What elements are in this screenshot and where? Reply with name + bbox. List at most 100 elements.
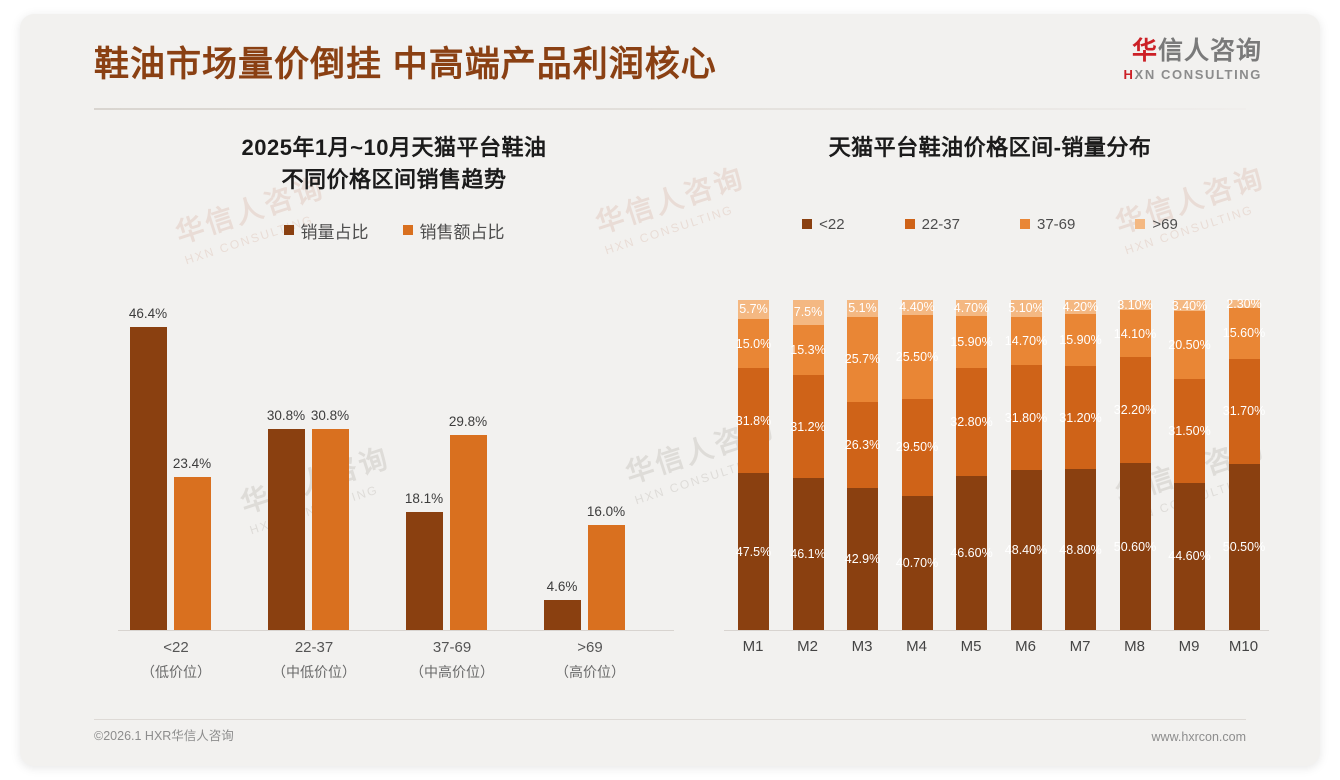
legend-item-under-22[interactable]: <22 bbox=[802, 216, 845, 233]
stacked-bar[interactable]: 47.5% 31.8% 15.0% 5.7% bbox=[735, 300, 772, 630]
legend-item-over-69[interactable]: >69 bbox=[1135, 215, 1178, 233]
bar-group: 18.1% 29.8% bbox=[398, 300, 506, 630]
stacked-bar-group: 42.9% 26.3% 25.7% 5.1% bbox=[835, 300, 889, 630]
legend-item-22-37[interactable]: 22-37 bbox=[904, 216, 960, 233]
stack-segment-0[interactable]: 48.40% bbox=[1005, 470, 1047, 630]
stack-segment-2[interactable]: 20.50% bbox=[1168, 311, 1211, 379]
stack-segment-3[interactable]: 3.40% bbox=[1172, 299, 1207, 313]
stacked-bar[interactable]: 46.1% 31.2% 15.3% 7.5% bbox=[790, 300, 826, 630]
stack-segment-3[interactable]: 2.30% bbox=[1226, 296, 1262, 311]
stack-segment-2[interactable]: 15.90% bbox=[950, 315, 993, 368]
bar-volume[interactable] bbox=[406, 512, 443, 630]
right-chart-title-line1: 天猫平台鞋油价格区间-销量分布 bbox=[828, 135, 1152, 160]
stack-segment-0[interactable]: 47.5% bbox=[736, 473, 771, 630]
legend-label: 销售额占比 bbox=[419, 222, 505, 242]
bar-value-label: 4.6% bbox=[546, 579, 578, 594]
x-axis-category-desc: （低价位） bbox=[141, 663, 211, 680]
stack-segment-1[interactable]: 31.80% bbox=[1005, 365, 1047, 471]
legend-item-37-69[interactable]: 37-69 bbox=[1020, 216, 1075, 233]
x-axis-month-label: M10 bbox=[1228, 638, 1259, 655]
bar-amount[interactable] bbox=[588, 525, 625, 630]
stack-segment-3[interactable]: 3.10% bbox=[1117, 298, 1153, 313]
stack-segment-1[interactable]: 32.80% bbox=[950, 368, 993, 477]
stack-segment-3[interactable]: 4.40% bbox=[899, 300, 935, 315]
x-axis-category-desc: （中高价位） bbox=[410, 663, 494, 680]
right-chart-title: 天猫平台鞋油价格区间-销量分布 bbox=[710, 132, 1270, 164]
stack-segment-2[interactable]: 25.7% bbox=[844, 316, 881, 402]
bar-amount[interactable] bbox=[450, 435, 487, 630]
stacked-bar-group: 46.60% 32.80% 15.90% 4.70% bbox=[944, 300, 998, 630]
segment-value-label: 31.70% bbox=[1222, 404, 1266, 419]
stacked-bar[interactable]: 44.60% 31.50% 20.50% 3.40% bbox=[1168, 299, 1211, 630]
stacked-bar[interactable]: 50.60% 32.20% 14.10% 3.10% bbox=[1114, 298, 1156, 630]
stack-segment-1[interactable]: 31.50% bbox=[1168, 378, 1211, 483]
stack-segment-2[interactable]: 25.50% bbox=[896, 314, 938, 399]
bar-value-label: 30.8% bbox=[310, 408, 350, 423]
stack-segment-1[interactable]: 31.2% bbox=[790, 375, 826, 479]
stack-segment-3[interactable]: 5.10% bbox=[1008, 300, 1044, 317]
segment-value-label: 3.10% bbox=[1117, 298, 1153, 313]
stacked-bar-group: 50.50% 31.70% 15.60% 2.30% bbox=[1217, 296, 1271, 630]
x-axis-category: 22-37 （中低价位） bbox=[249, 636, 379, 684]
stack-segment-3[interactable]: 4.70% bbox=[954, 300, 989, 316]
stack-segment-0[interactable]: 42.9% bbox=[845, 488, 880, 630]
segment-value-label: 4.40% bbox=[899, 300, 935, 315]
stack-segment-3[interactable]: 5.1% bbox=[847, 300, 878, 317]
bar-amount[interactable] bbox=[174, 477, 211, 630]
stack-segment-3[interactable]: 4.20% bbox=[1063, 300, 1098, 314]
bar-volume[interactable] bbox=[130, 327, 167, 630]
slide-canvas: 鞋油市场量价倒挂 中高端产品利润核心 华信人咨询 HXN CONSULTING … bbox=[20, 14, 1320, 766]
stack-segment-0[interactable]: 46.1% bbox=[790, 478, 826, 630]
stack-segment-1[interactable]: 31.20% bbox=[1059, 366, 1102, 470]
segment-value-label: 5.10% bbox=[1008, 301, 1044, 316]
segment-value-label: 2.30% bbox=[1226, 296, 1262, 311]
stacked-bar[interactable]: 50.50% 31.70% 15.60% 2.30% bbox=[1223, 296, 1265, 630]
stack-segment-1[interactable]: 26.3% bbox=[845, 401, 880, 489]
x-axis-category-desc: （中低价位） bbox=[272, 663, 356, 680]
stack-segment-3[interactable]: 5.7% bbox=[738, 300, 769, 319]
bar-amount[interactable] bbox=[312, 429, 349, 630]
stacked-bar[interactable]: 48.40% 31.80% 14.70% 5.10% bbox=[1005, 300, 1047, 630]
logo-char-hua: 华 bbox=[1131, 37, 1158, 65]
legend-label: >69 bbox=[1152, 215, 1178, 233]
stacked-bar[interactable]: 42.9% 26.3% 25.7% 5.1% bbox=[844, 300, 881, 630]
x-axis-month-label: M2 bbox=[797, 638, 818, 655]
x-axis-category-range: 37-69 bbox=[432, 639, 472, 656]
x-axis-category-desc: （高价位） bbox=[555, 663, 625, 680]
stacked-bar[interactable]: 48.80% 31.20% 15.90% 4.20% bbox=[1059, 300, 1102, 630]
stack-segment-2[interactable]: 15.3% bbox=[790, 324, 826, 376]
segment-value-label: 31.8% bbox=[735, 413, 772, 428]
stack-segment-1[interactable]: 32.20% bbox=[1114, 356, 1156, 464]
stack-segment-1[interactable]: 31.8% bbox=[735, 368, 772, 474]
stack-segment-2[interactable]: 15.0% bbox=[736, 318, 771, 369]
bar-volume[interactable] bbox=[544, 600, 581, 630]
stack-segment-0[interactable]: 48.80% bbox=[1059, 469, 1102, 630]
bar-value-label: 29.8% bbox=[448, 414, 488, 429]
right-chart-axis-line bbox=[724, 630, 1269, 631]
stacked-bar[interactable]: 40.70% 29.50% 25.50% 4.40% bbox=[896, 300, 938, 630]
stack-segment-2[interactable]: 15.90% bbox=[1059, 313, 1102, 367]
stacked-bar[interactable]: 46.60% 32.80% 15.90% 4.70% bbox=[950, 300, 993, 630]
left-chart-panel: 2025年1月~10月天猫平台鞋油 不同价格区间销售趋势 销量占比 销售额占比 … bbox=[94, 132, 694, 702]
footer-website[interactable]: www.hxrcon.com bbox=[1151, 730, 1246, 744]
stack-segment-2[interactable]: 14.70% bbox=[1005, 316, 1047, 366]
segment-value-label: 32.80% bbox=[950, 415, 993, 430]
legend-item-sales-amount[interactable]: 销售额占比 bbox=[402, 218, 505, 243]
segment-value-label: 25.7% bbox=[844, 352, 881, 367]
stack-segment-1[interactable]: 29.50% bbox=[896, 398, 938, 496]
stack-segment-3[interactable]: 7.5% bbox=[792, 300, 824, 325]
stack-segment-0[interactable]: 40.70% bbox=[896, 495, 938, 630]
logo-english: HXN CONSULTING bbox=[1124, 67, 1262, 82]
legend-item-sales-volume[interactable]: 销量占比 bbox=[283, 218, 369, 243]
stack-segment-1[interactable]: 31.70% bbox=[1223, 359, 1265, 464]
segment-value-label: 15.90% bbox=[950, 334, 993, 349]
stack-segment-2[interactable]: 15.60% bbox=[1223, 307, 1265, 360]
bar-volume[interactable] bbox=[268, 429, 305, 630]
footer-copyright: ©2026.1 HXR华信人咨询 bbox=[94, 729, 234, 743]
stack-segment-0[interactable]: 50.50% bbox=[1223, 463, 1265, 630]
stack-segment-0[interactable]: 46.60% bbox=[950, 476, 993, 630]
stack-segment-2[interactable]: 14.10% bbox=[1114, 310, 1156, 357]
stack-segment-0[interactable]: 44.60% bbox=[1168, 482, 1211, 630]
stack-segment-0[interactable]: 50.60% bbox=[1114, 463, 1156, 630]
segment-value-label: 14.10% bbox=[1113, 326, 1157, 341]
